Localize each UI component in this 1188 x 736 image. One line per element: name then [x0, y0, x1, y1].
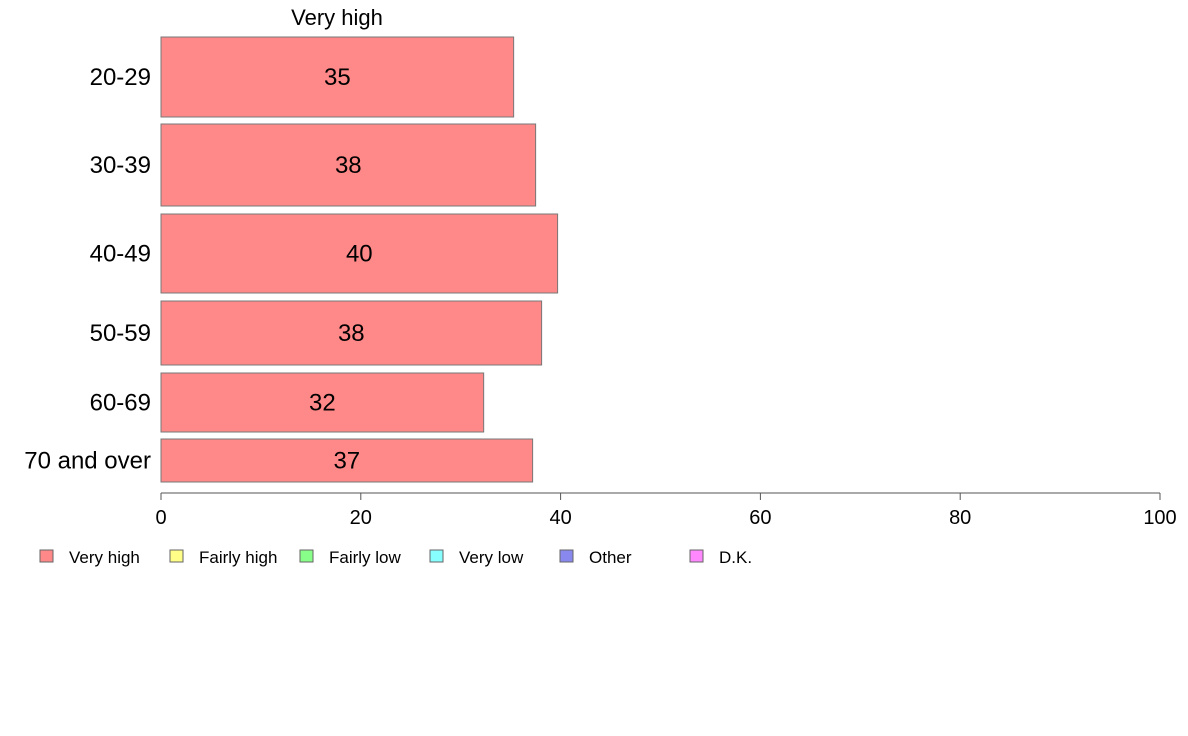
- legend-swatch: [559, 549, 574, 563]
- data-label: 35: [324, 64, 351, 91]
- data-label: 40: [346, 241, 373, 268]
- legend-label: Very low: [459, 548, 524, 567]
- category-label: 50-59: [90, 320, 151, 347]
- x-tick-label: 100: [1143, 507, 1176, 529]
- legend-label: D.K.: [719, 548, 752, 567]
- data-label: 32: [309, 390, 336, 417]
- legend: Very high Fairly high Fairly low Very low Ot…: [39, 548, 752, 567]
- legend-label: Very high: [69, 548, 140, 567]
- data-label: 38: [335, 152, 362, 179]
- legend-swatch: [299, 549, 314, 563]
- legend-label: Other: [589, 548, 632, 567]
- x-tick-label: 80: [949, 507, 971, 529]
- x-axis: 0 20 40 60 80 100: [155, 492, 1177, 529]
- category-label: 30-39: [90, 152, 151, 179]
- legend-swatch: [689, 549, 704, 563]
- x-tick-label: 0: [155, 507, 166, 529]
- x-tick-label: 40: [549, 507, 571, 529]
- bar: [160, 300, 543, 366]
- x-tick-label: 60: [749, 507, 771, 529]
- x-tick-label: 20: [350, 507, 372, 529]
- bars: 35 20-29 38 30-39 40 40-49 38 50-59 32 60-69 37 70 …: [24, 36, 559, 483]
- category-label: 40-49: [90, 241, 151, 268]
- bar: [160, 213, 559, 294]
- series-header: Very high: [291, 5, 383, 30]
- legend-swatch: [429, 549, 444, 563]
- legend-swatch: [39, 549, 54, 563]
- category-label: 70 and over: [24, 448, 151, 475]
- bar: [160, 123, 537, 207]
- legend-label: Fairly low: [329, 548, 402, 567]
- bar: [160, 438, 534, 483]
- data-label: 37: [333, 448, 360, 475]
- legend-label: Fairly high: [199, 548, 277, 567]
- category-label: 60-69: [90, 390, 151, 417]
- bar: [160, 372, 485, 433]
- legend-swatch: [169, 549, 184, 563]
- category-label: 20-29: [90, 64, 151, 91]
- bar: [160, 36, 515, 118]
- data-label: 38: [338, 320, 365, 347]
